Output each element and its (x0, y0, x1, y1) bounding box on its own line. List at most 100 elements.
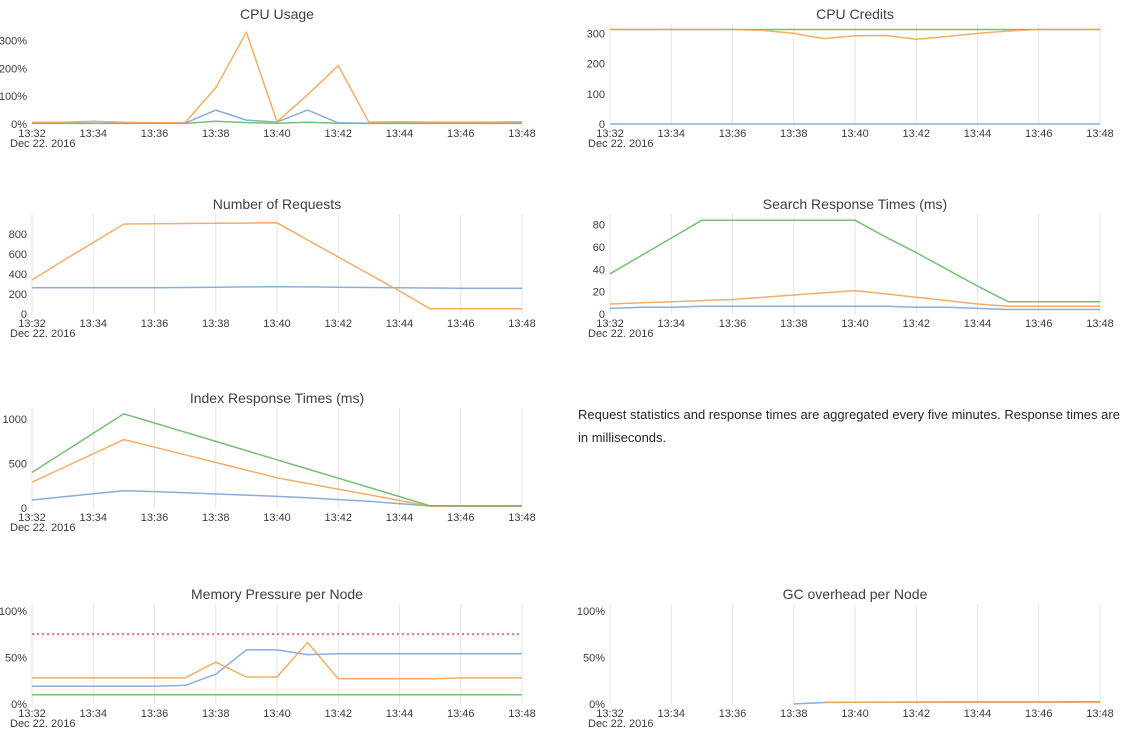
svg-text:13:42: 13:42 (902, 708, 930, 720)
svg-text:13:48: 13:48 (1086, 708, 1114, 720)
svg-text:13:42: 13:42 (324, 318, 352, 330)
svg-text:800: 800 (9, 229, 27, 241)
svg-text:13:36: 13:36 (719, 128, 747, 140)
svg-text:13:44: 13:44 (964, 318, 992, 330)
svg-text:40: 40 (593, 264, 605, 276)
chart-index-response-times: Index Response Times (ms) 0 500 1000 13:32 1… (0, 384, 565, 545)
svg-text:13:42: 13:42 (324, 512, 352, 524)
svg-text:0%: 0% (589, 699, 605, 711)
aggregation-note-text: Request statistics and response times ar… (578, 407, 1120, 445)
svg-text:13:48: 13:48 (1086, 128, 1114, 140)
svg-text:13:38: 13:38 (780, 318, 808, 330)
svg-text:13:32: 13:32 (18, 128, 46, 140)
svg-text:13:40: 13:40 (841, 708, 869, 720)
svg-text:13:46: 13:46 (447, 318, 475, 330)
svg-text:13:48: 13:48 (508, 512, 536, 524)
cpu-credits-plot: 0 100 200 300 13:32 13:34 13:36 13:38 13:40 13:42… (587, 24, 1114, 140)
svg-text:13:46: 13:46 (447, 128, 475, 140)
chart-memory-pressure-per-node: Memory Pressure per Node 0% 50% 100% 13:32 1… (0, 580, 565, 741)
chart-title-gc-overhead: GC overhead per Node (782, 586, 928, 602)
svg-text:13:36: 13:36 (141, 512, 169, 524)
svg-text:50%: 50% (583, 652, 605, 664)
svg-text:0%: 0% (11, 119, 27, 131)
chart-title-cpu-credits: CPU Credits (816, 6, 894, 22)
svg-text:13:34: 13:34 (79, 128, 107, 140)
svg-text:500: 500 (9, 459, 27, 471)
svg-text:13:32: 13:32 (596, 128, 624, 140)
svg-text:13:34: 13:34 (79, 708, 107, 720)
svg-text:0: 0 (599, 309, 605, 321)
svg-text:13:34: 13:34 (657, 128, 685, 140)
svg-text:13:36: 13:36 (141, 318, 169, 330)
svg-text:100%: 100% (0, 91, 27, 103)
svg-text:0: 0 (21, 503, 27, 515)
svg-text:13:42: 13:42 (324, 128, 352, 140)
svg-text:13:40: 13:40 (263, 318, 291, 330)
svg-text:13:44: 13:44 (964, 128, 992, 140)
svg-text:13:36: 13:36 (141, 128, 169, 140)
svg-text:100%: 100% (577, 606, 605, 618)
svg-text:100: 100 (587, 89, 605, 101)
x-axis-date-label: Dec 22. 2016 (10, 718, 76, 730)
x-axis-date-label: Dec 22. 2016 (10, 522, 76, 534)
svg-text:13:46: 13:46 (1025, 708, 1053, 720)
svg-text:13:46: 13:46 (1025, 128, 1053, 140)
chart-title-index-response-times: Index Response Times (ms) (189, 390, 365, 406)
svg-text:13:36: 13:36 (719, 318, 747, 330)
svg-text:13:48: 13:48 (1086, 318, 1114, 330)
svg-text:13:42: 13:42 (902, 128, 930, 140)
svg-text:300%: 300% (0, 36, 27, 48)
cpu-usage-plot: 0% 100% 200% 300% 13:32 13:34 13:36 13:38 13:40 1… (0, 31, 536, 140)
svg-text:13:32: 13:32 (18, 318, 46, 330)
svg-text:100%: 100% (0, 606, 27, 618)
chart-title-memory-pressure: Memory Pressure per Node (191, 586, 363, 602)
svg-text:80: 80 (593, 220, 605, 232)
x-axis-date-label: Dec 22. 2016 (588, 718, 654, 730)
svg-text:13:38: 13:38 (202, 128, 230, 140)
svg-text:13:48: 13:48 (508, 708, 536, 720)
svg-text:13:40: 13:40 (263, 512, 291, 524)
svg-text:50%: 50% (5, 652, 27, 664)
svg-text:200: 200 (9, 289, 27, 301)
svg-text:13:34: 13:34 (657, 708, 685, 720)
svg-text:0%: 0% (11, 699, 27, 711)
svg-text:13:46: 13:46 (447, 708, 475, 720)
x-axis-date-label: Dec 22. 2016 (10, 138, 76, 150)
svg-text:0: 0 (599, 119, 605, 131)
search-response-times-plot: 0 20 40 60 80 13:32 13:34 13:36 13:38 13:40 13:42 1… (593, 214, 1114, 330)
svg-text:300: 300 (587, 28, 605, 40)
svg-text:200%: 200% (0, 63, 27, 75)
svg-text:13:38: 13:38 (202, 708, 230, 720)
svg-text:13:42: 13:42 (324, 708, 352, 720)
svg-text:60: 60 (593, 242, 605, 254)
svg-text:600: 600 (9, 249, 27, 261)
svg-text:13:34: 13:34 (657, 318, 685, 330)
svg-text:13:36: 13:36 (719, 708, 747, 720)
memory-pressure-plot: 0% 50% 100% 13:32 13:34 13:36 13:38 13:40 13:42 1… (0, 604, 536, 720)
number-of-requests-plot: 0 200 400 600 800 13:32 13:34 13:36 13:38 13:40 13… (9, 214, 536, 330)
svg-text:13:46: 13:46 (447, 512, 475, 524)
chart-title-cpu-usage: CPU Usage (240, 6, 314, 22)
svg-text:13:44: 13:44 (964, 708, 992, 720)
chart-title-search-response-times: Search Response Times (ms) (762, 196, 948, 212)
svg-text:13:40: 13:40 (263, 128, 291, 140)
svg-text:13:38: 13:38 (202, 318, 230, 330)
x-axis-date-label: Dec 22. 2016 (10, 328, 76, 340)
chart-gc-overhead-per-node: GC overhead per Node 0% 50% 100% 13:32 13:34… (565, 580, 1131, 741)
gc-overhead-plot: 0% 50% 100% 13:32 13:34 13:36 13:38 13:40 13:42 1… (577, 604, 1114, 720)
svg-text:13:40: 13:40 (841, 318, 869, 330)
svg-text:13:44: 13:44 (386, 512, 414, 524)
index-response-times-plot: 0 500 1000 13:32 13:34 13:36 13:38 13:40 13:42 13… (3, 408, 536, 524)
svg-text:13:40: 13:40 (263, 708, 291, 720)
svg-text:13:48: 13:48 (508, 318, 536, 330)
svg-text:200: 200 (587, 59, 605, 71)
svg-text:13:44: 13:44 (386, 318, 414, 330)
x-axis-date-label: Dec 22. 2016 (588, 328, 654, 340)
svg-text:13:34: 13:34 (79, 318, 107, 330)
svg-text:1000: 1000 (3, 414, 27, 426)
svg-text:13:34: 13:34 (79, 512, 107, 524)
svg-text:13:44: 13:44 (386, 128, 414, 140)
svg-text:13:38: 13:38 (780, 128, 808, 140)
svg-text:13:42: 13:42 (902, 318, 930, 330)
